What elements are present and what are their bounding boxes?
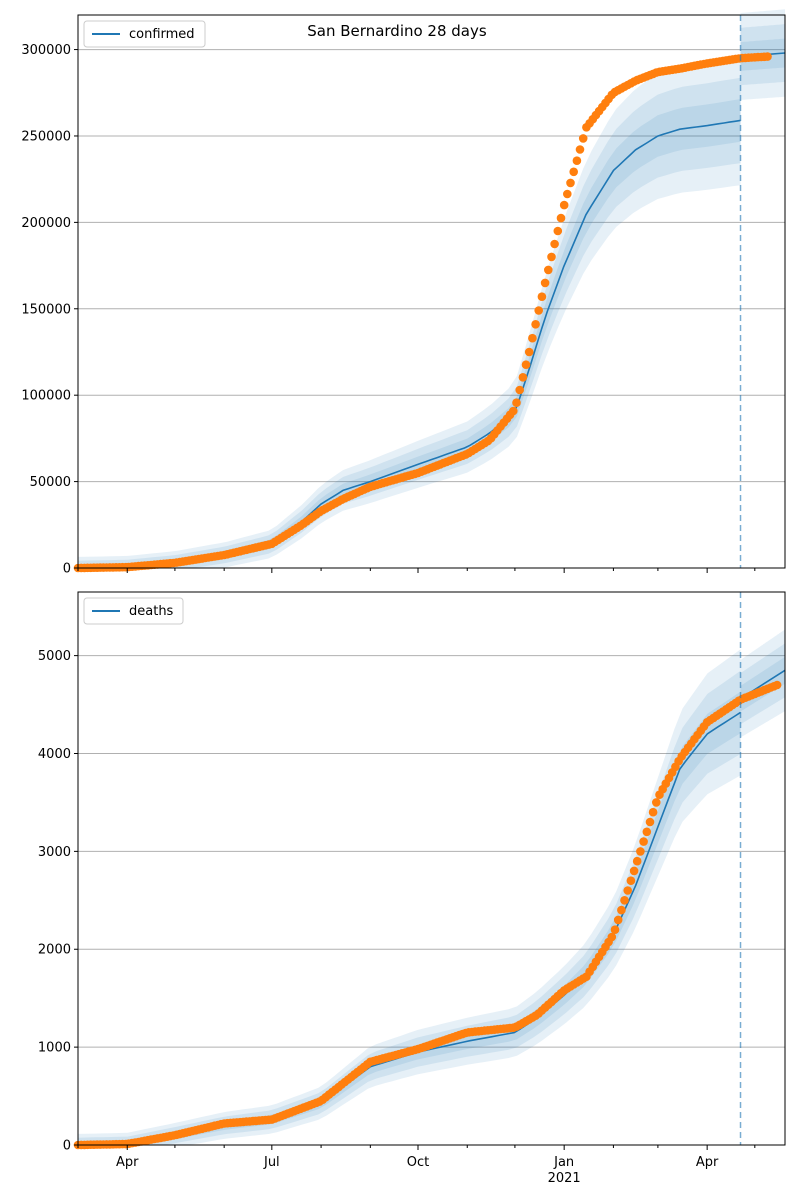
observed-point [531, 320, 540, 329]
confirmed-panel: 0 50000 100000 150000 200000 250000 300000 [21, 9, 786, 577]
observed-point [537, 292, 547, 302]
observed-point [645, 817, 655, 827]
observed-point [610, 925, 620, 934]
y-tick-label: 250000 [21, 129, 71, 144]
observed-point [515, 385, 524, 395]
observed-point [547, 252, 556, 262]
observed-point [540, 278, 550, 288]
observed-point [763, 52, 772, 61]
x-tick-label: Jul [263, 1155, 280, 1170]
observed-point [524, 347, 534, 357]
legend-confirmed-label: confirmed [129, 27, 195, 42]
observed-point [652, 798, 661, 807]
y-tick-label: 50000 [30, 475, 71, 490]
observed-point [623, 886, 632, 895]
observed-point [534, 306, 543, 315]
y-tick-label: 100000 [21, 389, 71, 404]
observed-point [572, 156, 582, 165]
observed-point [553, 226, 563, 236]
observed-point [632, 856, 642, 866]
y-tick-label: 1000 [38, 1041, 71, 1056]
observed-point [566, 178, 575, 188]
y-tick-label: 4000 [38, 747, 71, 762]
x-tick-label: Oct [407, 1155, 429, 1170]
observed-point [578, 134, 588, 143]
legend-confirmed: confirmed [83, 20, 206, 48]
y-tick-label: 300000 [21, 43, 71, 58]
observed-point [613, 915, 623, 925]
plot-frame [77, 591, 786, 1146]
uncertainty-band [78, 77, 741, 568]
observed-point [528, 333, 537, 343]
y-tick-label: 150000 [21, 302, 71, 317]
observed-point [569, 167, 578, 177]
observed-point [521, 360, 531, 370]
observed-point [575, 145, 585, 154]
chart-title: San Bernardino 28 days [307, 22, 487, 40]
x-tick-label: Apr [696, 1155, 719, 1170]
forecast-uncertainty-band [740, 629, 785, 738]
observed-point [626, 876, 636, 885]
y-tick-label: 3000 [38, 845, 71, 860]
observed-point [556, 213, 566, 223]
y-tick-label: 0 [63, 562, 71, 577]
plot-frame [77, 14, 786, 569]
observed-point [620, 896, 629, 905]
observed-point [509, 406, 518, 416]
observed-point [563, 189, 572, 199]
y-tick-label: 200000 [21, 216, 71, 231]
observed-point [559, 200, 569, 210]
y-tick-label: 5000 [38, 649, 71, 664]
x-tick-label: Apr [116, 1155, 139, 1170]
uncertainty-band [78, 649, 741, 1145]
legend-deaths: deaths [83, 597, 184, 625]
x-tick-label: Jan [553, 1155, 574, 1170]
observed-point [639, 837, 648, 846]
legend-deaths-label: deaths [129, 604, 174, 619]
observed-point [629, 866, 639, 876]
observed-point [648, 807, 658, 817]
y-tick-label: 2000 [38, 943, 71, 958]
observed-point [518, 373, 528, 382]
observed-point [607, 932, 617, 942]
observed-point [617, 905, 626, 915]
observed-point [642, 827, 652, 837]
observed-point [512, 398, 521, 408]
observed-point [636, 847, 645, 856]
y-tick-label: 0 [63, 1139, 71, 1154]
observed-point [772, 680, 782, 690]
observed-point [544, 265, 553, 275]
x-tick-year-label: 2021 [548, 1171, 581, 1186]
uncertainty-band [78, 55, 741, 569]
observed-point [550, 239, 559, 249]
